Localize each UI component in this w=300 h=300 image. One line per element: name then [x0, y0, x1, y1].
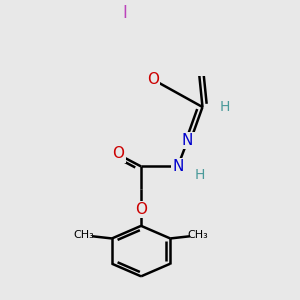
Text: CH₃: CH₃ [74, 230, 94, 240]
Text: H: H [194, 168, 205, 182]
Text: O: O [147, 72, 159, 87]
Text: H: H [220, 100, 230, 114]
Text: I: I [123, 4, 128, 22]
Text: CH₃: CH₃ [188, 230, 208, 240]
Text: N: N [172, 159, 183, 174]
Text: N: N [182, 133, 193, 148]
Text: O: O [112, 146, 124, 161]
Text: O: O [135, 202, 147, 217]
